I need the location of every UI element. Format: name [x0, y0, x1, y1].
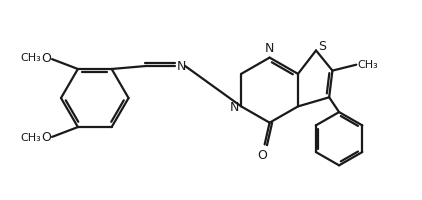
Text: O: O: [41, 52, 51, 65]
Text: N: N: [230, 101, 239, 114]
Text: N: N: [265, 42, 274, 55]
Text: O: O: [41, 131, 51, 144]
Text: CH₃: CH₃: [20, 53, 41, 63]
Text: CH₃: CH₃: [357, 60, 378, 70]
Text: S: S: [318, 40, 326, 53]
Text: N: N: [177, 60, 187, 73]
Text: CH₃: CH₃: [20, 133, 41, 143]
Text: O: O: [258, 149, 268, 162]
